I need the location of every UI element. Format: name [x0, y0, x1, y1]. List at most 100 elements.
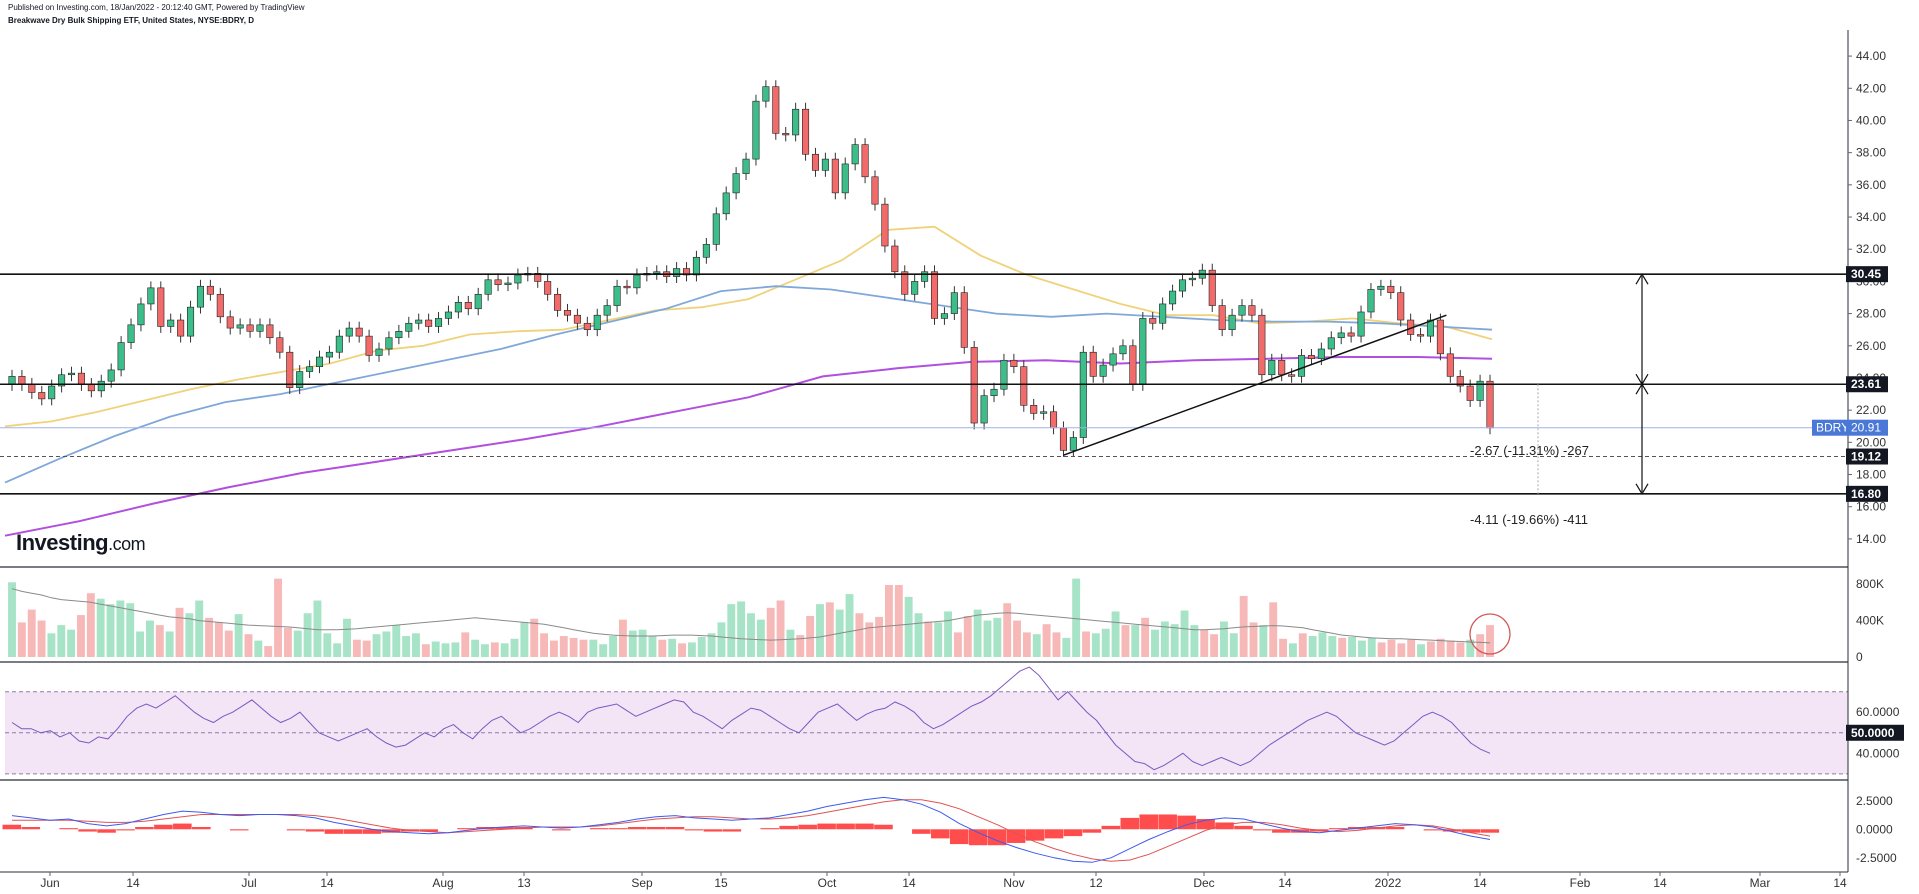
volume-bar-down — [1279, 638, 1288, 657]
volume-bar-up — [1160, 621, 1169, 657]
volume-bar-up — [254, 640, 263, 657]
candle-down — [266, 324, 274, 339]
current-price-badge-label: 20.91 — [1851, 421, 1881, 435]
candle-down — [1278, 359, 1286, 376]
volume-bar-up — [944, 611, 953, 657]
macd-histogram-bar — [1328, 828, 1348, 830]
candle-up — [48, 385, 56, 400]
candle-up — [1159, 303, 1167, 324]
price-tick-label: 20.00 — [1856, 435, 1886, 449]
ticker-badge — [1812, 419, 1846, 436]
volume-bar-down — [244, 634, 253, 657]
volume-bar-up — [1101, 628, 1110, 657]
candle-up — [603, 305, 611, 316]
volume-bar-up — [451, 642, 460, 657]
price-tick-label: 34.00 — [1856, 210, 1886, 224]
volume-bar-down — [865, 622, 874, 657]
candle-up — [474, 293, 482, 310]
candle-down — [226, 316, 234, 329]
volume-bar-up — [1180, 610, 1189, 657]
macd-signal-line — [12, 799, 1491, 862]
volume-bar-down — [1456, 642, 1465, 657]
macd-histogram-bar — [97, 829, 116, 833]
candle-up — [712, 213, 720, 245]
volume-bar-down — [1446, 640, 1455, 657]
volume-bar-up — [697, 636, 706, 657]
price-tick-label: 22.00 — [1856, 403, 1886, 417]
volume-bar-up — [333, 643, 342, 657]
measure-arrowhead — [1635, 483, 1649, 496]
volume-bar-up — [737, 601, 746, 657]
volume-bar-up — [481, 644, 489, 657]
volume-bar-up — [914, 613, 923, 657]
macd-histogram-bar — [874, 824, 893, 830]
candle-down — [881, 203, 889, 247]
macd-histogram-bar — [855, 823, 874, 830]
candle-up — [345, 327, 353, 337]
volume-bar-up — [1072, 578, 1081, 657]
volume-bar-up — [904, 596, 913, 657]
price-tick-label: 18.00 — [1856, 468, 1886, 482]
volume-bar-down — [1436, 638, 1445, 657]
candle-down — [206, 285, 214, 295]
volume-bar-down — [875, 616, 884, 657]
volume-bar-down — [924, 621, 933, 657]
candle-up — [167, 319, 175, 327]
macd-histogram-bar — [1461, 829, 1481, 833]
macd-histogram-bar — [608, 828, 628, 830]
macd-histogram-bar — [1139, 814, 1159, 830]
volume-bar-down — [283, 627, 292, 657]
candle-down — [544, 281, 552, 295]
candle-up — [306, 366, 314, 372]
time-tick-label: Mar — [1750, 876, 1771, 890]
macd-histogram-bar — [21, 827, 41, 830]
macd-tick-label: 2.5000 — [1856, 794, 1893, 808]
price-tick-label: 44.00 — [1856, 49, 1886, 63]
dashed-level-badge-label: 19.12 — [1851, 450, 1881, 464]
volume-bar-up — [1367, 637, 1376, 657]
time-tick-label: Sep — [631, 876, 653, 890]
macd-histogram-bar — [419, 829, 438, 832]
candle-down — [831, 158, 839, 194]
volume-bar-up — [786, 629, 795, 657]
volume-bar-down — [569, 637, 578, 657]
macd-histogram-bar — [173, 823, 192, 830]
candle-up — [613, 285, 621, 306]
volume-bar-up — [747, 613, 755, 657]
volume-bar-up — [1111, 611, 1120, 657]
macd-histogram-bar — [817, 823, 836, 830]
price-tick-label: 38.00 — [1856, 146, 1886, 160]
macd-histogram-bar — [116, 829, 135, 831]
rsi-tick-label: 60.0000 — [1856, 705, 1900, 719]
volume-bar-down — [155, 625, 164, 657]
rsi-value-badge — [1846, 724, 1904, 741]
candle-up — [1119, 345, 1127, 355]
candle-up — [742, 158, 750, 174]
measure-arrowhead — [1635, 272, 1649, 285]
volume-bar-up — [1259, 625, 1268, 657]
time-tick-label: 13 — [517, 876, 531, 890]
volume-bar-up — [1091, 633, 1100, 657]
macd-histogram-bar — [665, 827, 685, 830]
macd-histogram-bar — [1234, 825, 1253, 830]
measure-annotation-2: -4.11 (-19.66%) -411 — [1470, 512, 1588, 527]
volume-bar-up — [845, 594, 854, 657]
volume-bar-down — [461, 632, 470, 657]
candle-down — [901, 271, 909, 295]
volume-bar-down — [77, 615, 85, 657]
candle-up — [444, 311, 452, 319]
investing-logo: Investing.com — [16, 530, 146, 556]
volume-bar-down — [274, 578, 282, 657]
candle-down — [782, 133, 790, 136]
candle-up — [1000, 359, 1008, 390]
volume-bar-up — [1466, 639, 1475, 657]
candle-up — [1178, 279, 1187, 292]
macd-histogram-bar — [1291, 829, 1310, 833]
candle-up — [395, 330, 403, 339]
macd-histogram-bar — [798, 824, 817, 830]
candle-up — [921, 271, 929, 282]
volume-bar-up — [993, 617, 1002, 657]
macd-tick-label: 0.0000 — [1856, 822, 1893, 836]
candle-down — [246, 324, 254, 332]
